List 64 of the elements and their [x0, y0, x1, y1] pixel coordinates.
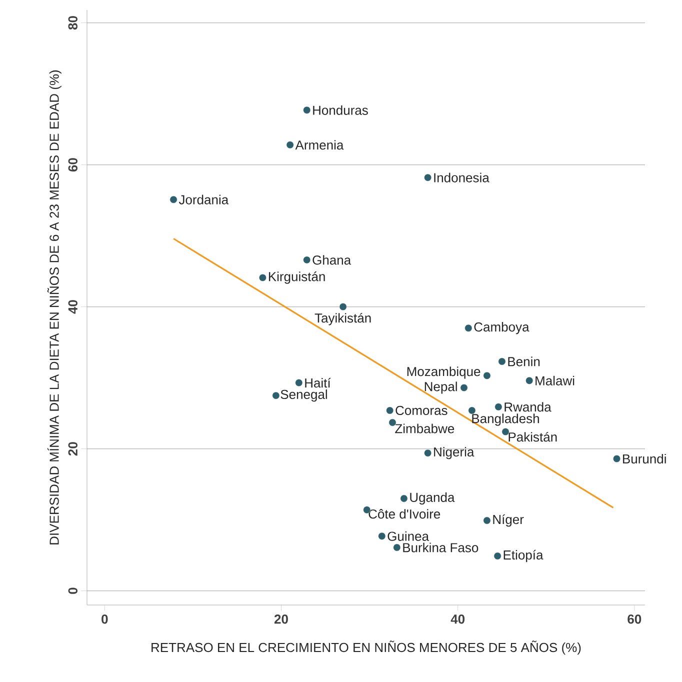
annotation: Tayikistán — [314, 312, 371, 326]
annotation: Benin — [508, 356, 540, 366]
point — [295, 379, 303, 387]
point — [303, 256, 311, 264]
point — [386, 406, 394, 414]
point — [613, 454, 620, 462]
point — [424, 449, 432, 457]
x-tick-label: 20 — [274, 614, 288, 624]
annotation: Uganda — [410, 492, 455, 505]
x-axis-title: RETRASO EN EL CRECIMIENTO EN NIÑOS MENORES DE 5 AÑOS (%) — [152, 640, 581, 655]
annotation: Etiopía — [504, 550, 544, 562]
annotation: Rwanda — [504, 402, 552, 412]
y-tick-label: 80 — [68, 16, 78, 30]
x-tick-label: 40 — [450, 614, 465, 624]
point — [468, 406, 476, 414]
annotation: Armenia — [295, 140, 344, 150]
annotation: Kirguistán — [268, 272, 325, 284]
annotation: Pakistán — [508, 432, 557, 442]
point — [400, 494, 408, 502]
point — [483, 516, 491, 524]
x-tick-label: 0 — [102, 614, 108, 624]
point — [498, 358, 506, 366]
point — [460, 384, 468, 392]
annotation: Malawi — [536, 376, 574, 386]
y-tick-label: 0 — [68, 588, 78, 594]
point — [464, 324, 472, 332]
point — [170, 196, 178, 204]
point — [483, 372, 491, 380]
y-tick-label: 40 — [68, 300, 78, 314]
point — [303, 106, 311, 114]
annotation: Mozambique — [407, 366, 480, 379]
annotation: Senegal — [280, 389, 327, 402]
annotation: Zimbabwe — [395, 424, 454, 434]
annotation: Jordania — [178, 194, 229, 204]
annotation: Guinea — [388, 531, 430, 541]
annotation: Haití — [305, 378, 331, 388]
annotation: Bangladesh — [472, 414, 539, 426]
point — [502, 428, 510, 436]
y-tick-label: 60 — [68, 158, 78, 172]
annotation: Burkina Faso — [403, 542, 478, 552]
point — [393, 544, 401, 552]
point — [494, 403, 502, 411]
annotation: Indonesia — [434, 172, 490, 182]
annotation: Burundi — [623, 454, 666, 464]
point — [378, 532, 386, 540]
annotation: Côte d'Ivoire — [368, 509, 440, 519]
point — [388, 418, 396, 426]
point — [286, 141, 294, 149]
annotation: Honduras — [313, 105, 368, 115]
point — [272, 392, 280, 400]
annotation: Comoras — [396, 406, 448, 416]
y-tick-label: 20 — [68, 442, 78, 456]
annotation: Níger — [493, 514, 524, 527]
annotation: Camboya — [474, 322, 530, 334]
x-tick-label: 60 — [628, 614, 642, 624]
point — [526, 376, 534, 384]
point — [339, 303, 347, 311]
point — [258, 274, 266, 282]
annotation: Nepal — [424, 382, 457, 394]
y-axis-title: DIVERSIDAD MÍNIMA DE LA DIETA EN NIÑOS DE 6 A 23 MESES DE EDAD (%) — [47, 70, 62, 544]
point — [424, 174, 432, 182]
point — [494, 552, 502, 560]
annotation: Nigeria — [434, 446, 474, 460]
annotation: Ghana — [312, 255, 352, 265]
